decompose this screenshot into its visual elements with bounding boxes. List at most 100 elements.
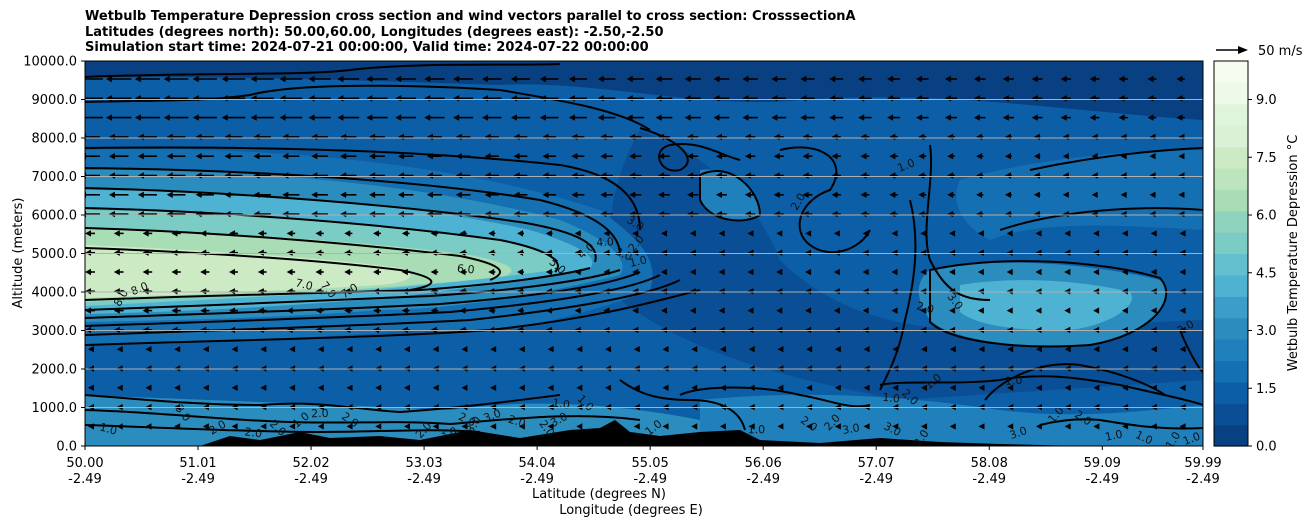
wind-arrow xyxy=(137,210,157,218)
wind-arrow xyxy=(518,384,525,391)
x-axis-label-lat: Latitude (degrees N) xyxy=(532,487,666,502)
wind-arrow xyxy=(542,133,556,141)
contour-line xyxy=(85,424,481,434)
wind-arrow xyxy=(1178,153,1185,160)
wind-arrow xyxy=(632,288,639,295)
wind-arrow xyxy=(426,133,442,141)
wind-arrow xyxy=(744,133,756,141)
wind-arrow xyxy=(202,346,209,353)
wind-arrow xyxy=(1122,365,1129,372)
colorbar-swatch xyxy=(1214,296,1248,319)
wind-arrow xyxy=(105,114,132,121)
wind-arrow xyxy=(805,230,812,237)
wind-arrow xyxy=(1002,75,1014,83)
wind-arrow xyxy=(833,249,840,256)
wind-arrow xyxy=(459,249,467,256)
wind-arrow xyxy=(142,249,153,256)
x-tick-label-lon: -2.49 xyxy=(746,472,780,487)
wind-arrow xyxy=(860,133,870,141)
contour-label: 1.0 xyxy=(1181,430,1202,448)
wind-arrow xyxy=(632,268,639,276)
wind-arrow xyxy=(687,191,699,198)
wind-arrow xyxy=(1035,326,1042,334)
wind-arrow xyxy=(1178,172,1185,179)
wind-arrow xyxy=(229,268,238,276)
contour-label: 3.0 xyxy=(438,425,458,441)
wind-arrow xyxy=(231,346,238,353)
wind-arrow xyxy=(113,268,124,276)
wind-arrow xyxy=(773,133,784,141)
wind-arrow xyxy=(459,268,467,276)
wind-arrow xyxy=(317,384,324,391)
wind-arrow xyxy=(455,191,471,198)
wind-arrow xyxy=(1031,75,1043,83)
wind-arrow xyxy=(661,268,668,276)
wind-arrow xyxy=(689,326,696,334)
wind-arrow xyxy=(1149,172,1156,179)
terrain xyxy=(200,420,1080,446)
wind-arrow xyxy=(684,114,701,121)
wind-arrow xyxy=(1179,326,1186,334)
contour-label: 6.0 xyxy=(457,262,476,276)
wind-arrow xyxy=(1150,307,1157,314)
wind-arrow xyxy=(689,230,696,237)
wind-arrow xyxy=(1179,249,1186,256)
wind-arrow xyxy=(373,326,381,334)
wind-arrow xyxy=(202,384,209,391)
wind-arrow xyxy=(802,133,813,141)
wind-arrow xyxy=(311,153,328,160)
wind-arrow xyxy=(224,191,243,198)
wind-arrow xyxy=(747,268,754,276)
wind-arrow xyxy=(889,133,898,141)
wind-arrow xyxy=(1033,133,1041,141)
wind-arrow xyxy=(195,210,214,218)
wind-arrow xyxy=(633,365,640,372)
wind-arrow xyxy=(571,133,585,141)
wind-arrow xyxy=(947,191,955,198)
colorbar-swatch xyxy=(1214,125,1248,148)
wind-arrow xyxy=(744,210,756,218)
wind-arrow xyxy=(547,384,554,391)
contour-label: 2.0 xyxy=(915,299,935,316)
wind-arrow xyxy=(862,249,869,256)
wind-arrow xyxy=(116,365,123,372)
wind-arrow xyxy=(229,230,238,237)
wind-arrow xyxy=(200,326,210,334)
wind-arrow xyxy=(978,365,985,372)
wind-arrow xyxy=(748,423,755,430)
wind-arrow xyxy=(195,153,214,160)
wind-arrow xyxy=(1002,114,1014,121)
wind-arrow xyxy=(1035,384,1042,391)
wind-arrow xyxy=(661,326,668,334)
wind-arrow xyxy=(777,423,784,430)
wind-arrow xyxy=(1064,346,1071,353)
wind-arrow xyxy=(1006,326,1013,334)
wind-arrow xyxy=(916,75,929,83)
wind-arrow xyxy=(718,326,725,334)
wind-arrow xyxy=(517,307,524,314)
wind-arrow xyxy=(747,326,754,334)
wind-arrow xyxy=(513,210,528,218)
wind-arrow xyxy=(1150,288,1157,295)
contour-label: 1.0 xyxy=(748,423,766,436)
wind-arrow xyxy=(397,191,414,198)
wind-arrow xyxy=(257,326,267,334)
wind-arrow xyxy=(600,191,613,198)
wind-arrow xyxy=(1179,346,1186,353)
wind-arrow xyxy=(513,191,528,198)
wind-arrow xyxy=(742,75,758,83)
wind-arrow xyxy=(858,114,872,121)
x-tick-label-lat: 57.07 xyxy=(858,456,895,471)
wind-arrow xyxy=(977,268,984,276)
wind-arrow xyxy=(1176,75,1185,83)
wind-arrow xyxy=(229,326,238,334)
contour-line xyxy=(85,84,651,131)
contour-label: 2.0 xyxy=(244,425,263,440)
wind-arrow xyxy=(344,326,353,334)
wind-arrow xyxy=(715,133,727,141)
wind-arrow xyxy=(401,268,410,276)
wind-arrow xyxy=(166,153,186,160)
wind-arrow xyxy=(1006,230,1013,237)
y-tick-label: 9000.0 xyxy=(32,93,78,108)
colorbar-tick-label: 0.0 xyxy=(1256,440,1277,455)
